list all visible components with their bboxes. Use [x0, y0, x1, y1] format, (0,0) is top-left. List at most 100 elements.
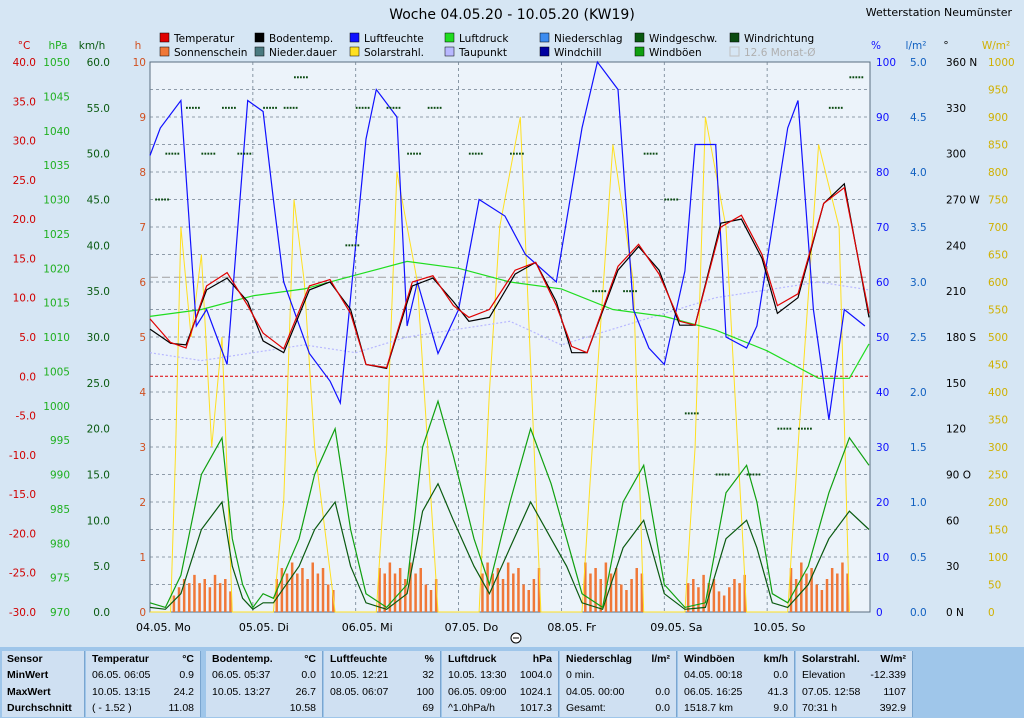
axis-tick-label: 1045 — [43, 91, 70, 103]
series-luftdruck — [149, 260, 870, 379]
axis-tick-label: 360 N — [946, 57, 977, 69]
wind-direction-dot — [687, 412, 690, 415]
legend-label: Luftdruck — [459, 33, 509, 45]
wind-direction-dot — [522, 152, 524, 155]
x-day-label: 07.05. Do — [445, 621, 499, 634]
sunshine-bar — [805, 573, 808, 612]
wind-direction-dot — [201, 152, 204, 155]
wind-direction-dot — [798, 427, 800, 430]
legend-swatch — [634, 46, 645, 57]
stats-header: Sensor — [7, 653, 43, 665]
axis-tick-label: 300 — [946, 149, 966, 161]
legend-label: Windrichtung — [744, 33, 814, 45]
stats-unit: °C — [304, 653, 316, 665]
axis-tick-label: 30 — [946, 561, 959, 573]
stats-col-boden: Bodentemp. °C 06.05. 05:37 0.0 10.05. 13:27 2… — [206, 651, 323, 717]
wind-direction-dot — [306, 76, 308, 79]
x-day-label: 04.05. Mo — [136, 621, 191, 634]
series-luftfeuchte — [149, 60, 866, 420]
sunshine-bar — [522, 584, 525, 612]
axis-tick-label: 15.0 — [13, 253, 36, 265]
wind-direction-dot — [626, 290, 628, 293]
wind-direction-dot — [345, 244, 348, 247]
wind-direction-dot — [670, 198, 673, 201]
wind-direction-dot — [389, 106, 392, 109]
sunshine-bar — [589, 573, 592, 612]
wind-direction-dot — [303, 76, 305, 79]
sunshine-bar — [213, 574, 217, 612]
axis-tick-label: 150 — [946, 378, 966, 390]
wind-direction-dot — [635, 290, 637, 293]
sunshine-bar — [506, 562, 510, 612]
stats-unit: °C — [182, 653, 194, 665]
wind-direction-dot — [649, 152, 652, 155]
axis-tick-label: 2.5 — [910, 332, 927, 344]
sunshine-bar — [532, 579, 536, 612]
axis-tick-label: 1015 — [43, 298, 70, 310]
wind-direction-dot — [167, 198, 169, 201]
axis-tick-label: 1010 — [43, 332, 70, 344]
axis-tick-label: 3.0 — [910, 277, 927, 289]
sunshine-bar — [496, 568, 500, 612]
axis-tick-label: 650 — [988, 250, 1008, 262]
wind-direction-dot — [161, 198, 163, 201]
axis-tick-label: 5 — [139, 332, 146, 344]
wind-direction-dot — [721, 473, 724, 476]
wind-direction-dot — [752, 473, 755, 476]
wind-direction-dot — [246, 152, 249, 155]
stats-cell-value: 0.9 — [179, 669, 194, 682]
axis-tick-label: 25.0 — [13, 175, 36, 187]
legend-swatch — [444, 32, 455, 43]
wind-direction-dot — [855, 76, 858, 79]
axis-unit-label: °C — [18, 40, 31, 52]
sunshine-bars — [172, 562, 849, 612]
wind-direction-dot — [828, 106, 831, 109]
wind-direction-dot — [240, 152, 243, 155]
sunshine-bar — [527, 590, 530, 612]
wind-direction-dot — [837, 106, 840, 109]
wind-direction-dot — [477, 152, 480, 155]
legend-swatch — [349, 32, 360, 43]
axis-tick-label: 500 — [988, 332, 1008, 344]
axis-tick-label: 10.0 — [13, 293, 36, 305]
wind-direction-dot — [758, 473, 761, 476]
wind-direction-dot — [849, 76, 852, 79]
reset-icon[interactable] — [510, 632, 522, 644]
wind-direction-dot — [392, 106, 395, 109]
stats-row-label: MaxWert — [7, 685, 51, 698]
wind-direction-dot — [300, 76, 302, 79]
axis-tick-label: 80 — [876, 167, 889, 179]
stats-cell-label: Elevation — [802, 669, 846, 682]
wind-direction-dot — [780, 427, 783, 430]
axis-tick-label: 1025 — [43, 229, 70, 241]
axis-tick-label: 250 — [988, 470, 1008, 482]
axis-tick-label: 40.0 — [13, 57, 36, 69]
stats-cell-label: 10.05. 13:27 — [212, 685, 271, 698]
wind-direction-dot — [655, 152, 658, 155]
sunshine-bar — [630, 579, 633, 612]
wind-direction-dot — [468, 152, 471, 155]
wind-direction-dot — [228, 106, 230, 109]
sunshine-bar — [733, 579, 736, 612]
sunshine-bar — [393, 573, 397, 612]
legend-label: Windgeschw. — [649, 33, 717, 45]
wind-direction-dot — [480, 152, 483, 155]
sunshine-bar — [789, 568, 793, 612]
stats-header: Luftdruck — [448, 653, 497, 665]
legend-label: Nieder.dauer — [269, 47, 337, 59]
stats-cell-label: 10.05. 12:21 — [330, 669, 389, 682]
axis-tick-label: 10 — [133, 57, 146, 69]
wind-direction-dot — [595, 290, 598, 293]
legend-swatch — [634, 32, 645, 43]
sunshine-bar — [203, 579, 206, 612]
wind-direction-dot — [192, 106, 194, 109]
axis-tick-label: 600 — [988, 277, 1008, 289]
wind-direction-dot — [269, 106, 271, 109]
series-temperatur — [149, 186, 870, 369]
axis-tick-label: 1000 — [43, 401, 70, 413]
axis-unit-label: hPa — [49, 40, 68, 52]
wind-direction-dot — [177, 152, 180, 155]
stats-cell-label: 06.05. 06:05 — [92, 669, 151, 682]
legend-swatch — [349, 46, 360, 57]
wind-direction-dot — [664, 198, 667, 201]
